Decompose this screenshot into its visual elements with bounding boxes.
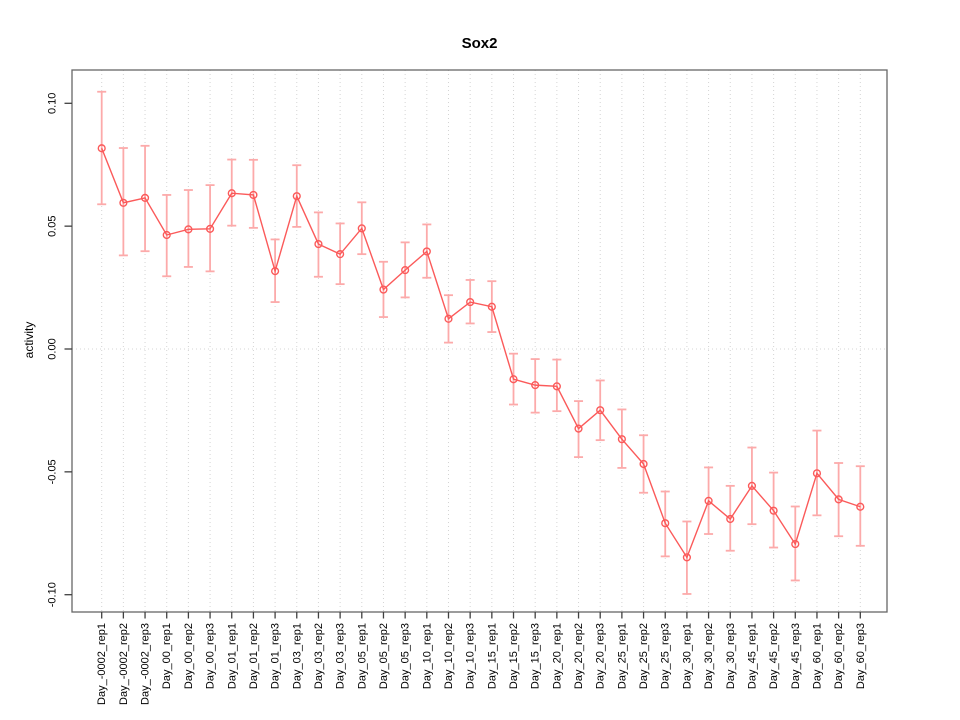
data-point-marker [205, 224, 215, 233]
data-point-marker [704, 496, 713, 505]
x-tick-label: Day_01_rep2 [248, 623, 260, 689]
x-tick-label: Day_-0002_rep2 [118, 623, 130, 705]
plot-area: 0.10 0.05 0.00 -0.05 -0.10 Day_-0002_rep1 Day_… [47, 69, 888, 705]
x-tick-label: Day_00_rep1 [161, 623, 173, 689]
x-tick-label: Day_03_rep1 [291, 623, 303, 689]
data-point-marker [617, 435, 626, 444]
x-tick-label: Day_10_rep2 [443, 623, 455, 689]
data-point-marker [444, 314, 453, 323]
x-tick-label: Day_25_rep2 [638, 623, 650, 689]
y-tick-label: -0.10 [47, 582, 59, 607]
data-point-marker [270, 267, 280, 276]
y-tick-label: -0.05 [47, 459, 59, 484]
data-point-marker [184, 225, 193, 234]
chart-title: Sox2 [462, 35, 498, 52]
x-tick-label: Day_05_rep2 [378, 623, 390, 689]
data-point-marker [379, 285, 388, 294]
data-point-marker [552, 382, 561, 391]
x-tick-label: Day_20_rep2 [573, 623, 585, 689]
data-point-marker [227, 189, 236, 198]
x-tick-label: Day_30_rep2 [703, 623, 715, 689]
x-tick-label: Day_-0002_rep1 [96, 623, 108, 705]
x-tick-label: Day_15_rep3 [530, 623, 542, 689]
x-tick-label: Day_05_rep3 [400, 623, 412, 689]
y-tick-label: 0.10 [47, 93, 59, 114]
x-tick-label: Day_10_rep3 [465, 623, 477, 689]
plot-border [71, 69, 888, 613]
data-point-marker [509, 375, 518, 384]
data-point-marker [726, 514, 735, 524]
data-point-marker [466, 297, 475, 307]
data-point-marker [661, 519, 670, 528]
x-tick-label: Day_00_rep3 [205, 623, 217, 689]
x-tick-label: Day_15_rep1 [486, 623, 498, 689]
data-point-marker [769, 506, 778, 515]
x-tick-label: Day_03_rep2 [313, 623, 325, 689]
y-tick-label: 0.00 [47, 338, 59, 359]
x-tick-label: Day_05_rep1 [356, 623, 368, 689]
data-point-marker [487, 302, 496, 311]
data-point-marker [336, 250, 345, 259]
y-tick-label: 0.05 [47, 215, 59, 236]
x-tick-label: Day_30_rep1 [681, 623, 693, 689]
error-bar [97, 90, 107, 206]
data-point-marker [314, 239, 323, 249]
x-tick-label: Day_20_rep3 [595, 623, 607, 689]
data-point-marker [682, 553, 692, 562]
error-bar [552, 358, 562, 413]
x-tick-label: Day_60_rep2 [833, 623, 845, 689]
x-tick-label: Day_01_rep3 [270, 623, 282, 689]
x-tick-label: Day_45_rep1 [746, 623, 758, 689]
series-line [101, 148, 861, 559]
x-tick-label: Day_20_rep1 [551, 623, 563, 689]
x-tick-label: Day_00_rep2 [183, 623, 195, 689]
x-tick-label: Day_25_rep3 [660, 623, 672, 689]
data-point-marker [140, 193, 150, 202]
data-point-marker [531, 381, 540, 390]
error-bar [248, 158, 258, 229]
data-point-marker [292, 192, 301, 201]
y-axis-label: activity [22, 322, 36, 359]
data-point-marker [119, 198, 128, 207]
data-point-marker [401, 266, 410, 275]
data-point-marker [747, 481, 757, 490]
data-point-marker [856, 502, 865, 511]
data-point-marker [596, 406, 605, 415]
data-point-marker [639, 459, 648, 469]
x-tick-label: Day_45_rep2 [768, 623, 780, 689]
data-point-marker [162, 230, 171, 240]
x-tick-label: Day_60_rep3 [855, 623, 867, 689]
x-tick-label: Day_30_rep3 [725, 623, 737, 689]
x-tick-label: Day_15_rep2 [508, 623, 520, 689]
data-point-marker [357, 224, 366, 233]
data-point-marker [834, 495, 843, 504]
x-tick-label: Day_25_rep1 [616, 623, 628, 689]
x-tick-label: Day_03_rep3 [335, 623, 347, 689]
x-tick-label: Day_10_rep1 [421, 623, 433, 689]
error-bar [183, 189, 193, 268]
x-tick-label: Day_01_rep1 [226, 623, 238, 689]
data-point-marker [97, 144, 106, 153]
data-point-marker [574, 424, 583, 433]
x-tick-label: Day_-0002_rep3 [140, 623, 152, 705]
x-tick-label: Day_60_rep1 [811, 623, 823, 689]
data-point-marker [812, 469, 822, 478]
data-point-marker [249, 190, 258, 200]
error-bar [530, 358, 540, 414]
data-point-marker [422, 247, 431, 256]
data-point-marker [791, 539, 800, 549]
x-tick-label: Day_45_rep3 [790, 623, 802, 689]
